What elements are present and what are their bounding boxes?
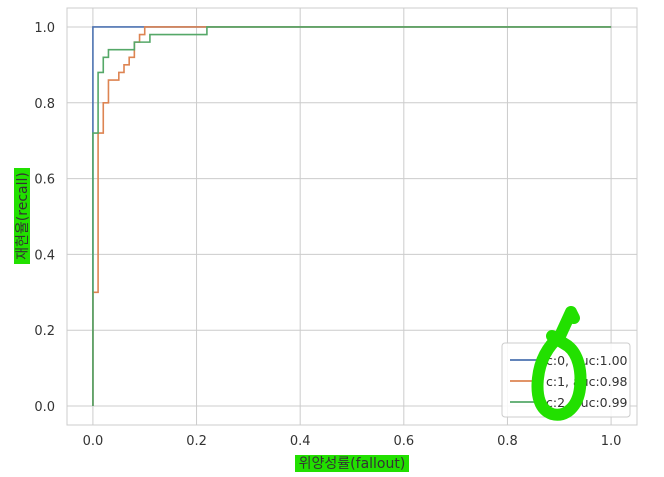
y-tick-label: 0.0 (34, 400, 55, 415)
plot-frame (66, 7, 638, 426)
x-tick-label: 1.0 (601, 434, 622, 449)
y-tick-label: 0.6 (34, 173, 55, 188)
x-tick-label: 0.4 (290, 434, 311, 449)
tick-labels: 0.0 0.2 0.4 0.6 0.8 1.0 0.0 0.2 0.4 0.6 0.8 1.0 (34, 21, 621, 449)
legend-label-0: c:0, auc:1.00 (546, 353, 628, 368)
xlabel-highlight (295, 455, 409, 472)
marker-scribble (531, 306, 587, 421)
ylabel-highlight (14, 168, 30, 264)
x-tick-label: 0.8 (497, 434, 518, 449)
series-line-1 (92, 26, 612, 407)
series-line-2 (92, 26, 612, 407)
y-tick-label: 0.4 (34, 248, 55, 263)
series-layer (92, 26, 612, 407)
y-tick-label: 1.0 (34, 21, 55, 36)
y-tick-label: 0.8 (34, 97, 55, 112)
x-tick-label: 0.2 (186, 434, 207, 449)
x-axis-label: 위양성률(fallout) (299, 456, 406, 472)
x-tick-label: 0.6 (393, 434, 414, 449)
y-axis-label: 재현율(recall) (15, 172, 31, 260)
legend-label-1: c:1, auc:0.98 (546, 374, 628, 389)
y-tick-label: 0.2 (34, 324, 55, 339)
x-tick-label: 0.0 (83, 434, 104, 449)
legend-label-2: c:2, auc:0.99 (546, 395, 628, 410)
